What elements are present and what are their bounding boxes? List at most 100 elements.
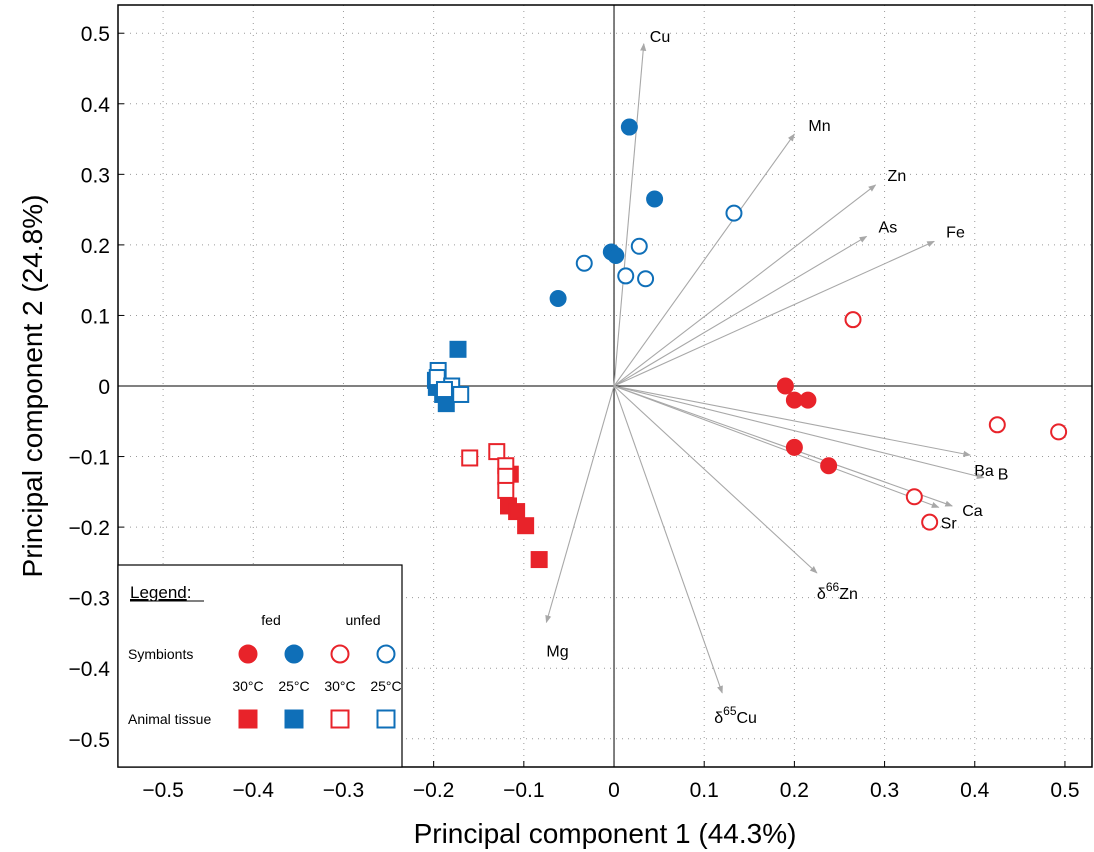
legend-row-label: Symbionts bbox=[128, 646, 193, 662]
loading-arrow bbox=[613, 385, 723, 694]
loading-label: Mg bbox=[546, 643, 568, 660]
tick-labels: −0.5 −0.4 −0.3 −0.2 −0.1 0 0.1 0.2 0.3 0.4 0.5 −0.5… bbox=[69, 23, 1080, 802]
data-point-circle bbox=[575, 254, 593, 272]
x-tick-label: 0.5 bbox=[1050, 779, 1079, 802]
x-tick-label: −0.1 bbox=[503, 779, 544, 802]
x-tick-label: 0.1 bbox=[690, 779, 719, 802]
data-point-square bbox=[497, 481, 515, 499]
y-tick-label: 0.1 bbox=[81, 305, 110, 328]
series-group bbox=[776, 377, 838, 475]
x-axis-title: Principal component 1 (44.3%) bbox=[414, 818, 797, 849]
y-axis-title: Principal component 2 (24.8%) bbox=[17, 195, 48, 578]
data-point-circle bbox=[549, 290, 567, 308]
x-tick-label: −0.2 bbox=[413, 779, 454, 802]
data-point-square bbox=[497, 467, 515, 485]
legend-symbol-square bbox=[330, 709, 350, 729]
x-tick-label: 0.2 bbox=[780, 779, 809, 802]
data-point-square bbox=[437, 395, 455, 413]
loading-label: Mn bbox=[808, 118, 830, 135]
data-point-square bbox=[435, 381, 453, 399]
x-tick-label: −0.4 bbox=[233, 779, 275, 802]
data-point-circle bbox=[607, 246, 625, 264]
y-tick-label: −0.5 bbox=[69, 729, 110, 752]
loading-label: Zn bbox=[888, 168, 907, 185]
data-point-circle bbox=[646, 190, 664, 208]
legend-row-label: Animal tissue bbox=[128, 711, 211, 727]
data-point-circle bbox=[921, 513, 939, 531]
data-point-circle bbox=[988, 416, 1006, 434]
loading-label: B bbox=[998, 467, 1009, 484]
data-point-circle bbox=[905, 488, 923, 506]
x-tick-label: 0 bbox=[608, 779, 620, 802]
loading-label: δ66Zn bbox=[817, 580, 858, 603]
x-tick-label: −0.3 bbox=[323, 779, 364, 802]
legend-temp-label: 25°C bbox=[370, 678, 401, 694]
legend-symbol-circle bbox=[238, 644, 258, 664]
y-tick-label: 0.5 bbox=[81, 23, 110, 46]
y-tick-label: 0.4 bbox=[81, 94, 111, 117]
legend-symbol-circle bbox=[330, 644, 350, 664]
loading-arrow bbox=[613, 240, 935, 387]
data-point-circle bbox=[1050, 423, 1068, 441]
loading-label: Ca bbox=[962, 503, 983, 520]
data-point-circle bbox=[776, 377, 794, 395]
data-point-square bbox=[517, 517, 535, 535]
legend-group-label: unfed bbox=[345, 612, 380, 628]
loading-arrow bbox=[613, 235, 868, 387]
legend-title: Legend: bbox=[130, 583, 191, 602]
y-tick-label: −0.2 bbox=[69, 517, 110, 540]
loading-label: δ65Cu bbox=[714, 704, 757, 727]
loading-label: As bbox=[879, 219, 898, 236]
data-point-circle bbox=[630, 237, 648, 255]
series-group bbox=[549, 118, 664, 308]
loading-arrow bbox=[613, 385, 972, 457]
data-point-square bbox=[461, 449, 479, 467]
legend-symbol-circle bbox=[284, 644, 304, 664]
series-group bbox=[428, 361, 470, 403]
data-point-square bbox=[530, 551, 548, 569]
loading-label: Ba bbox=[974, 463, 994, 480]
loading-label: Fe bbox=[946, 224, 965, 241]
loading-label: Sr bbox=[941, 515, 958, 532]
series-group bbox=[575, 204, 743, 288]
data-point-circle bbox=[620, 118, 638, 136]
y-tick-label: −0.3 bbox=[69, 588, 110, 611]
loading-arrow bbox=[613, 184, 877, 387]
x-tick-label: −0.5 bbox=[142, 779, 183, 802]
data-point-square bbox=[452, 385, 470, 403]
data-point-square bbox=[488, 443, 506, 461]
data-point-circle bbox=[799, 391, 817, 409]
y-tick-label: −0.4 bbox=[69, 658, 111, 681]
loading-arrow bbox=[613, 385, 818, 574]
legend-symbol-square bbox=[284, 709, 304, 729]
data-points bbox=[426, 118, 1068, 569]
series-group bbox=[844, 311, 1068, 531]
loading-label: Cu bbox=[650, 29, 670, 46]
legend-symbol-circle bbox=[376, 644, 396, 664]
data-point-circle bbox=[820, 457, 838, 475]
x-tick-label: 0.3 bbox=[870, 779, 899, 802]
legend-temp-label: 25°C bbox=[278, 678, 309, 694]
loading-arrow bbox=[613, 385, 985, 480]
legend-box bbox=[117, 564, 403, 768]
loading-arrow bbox=[613, 43, 647, 387]
loading-arrow bbox=[545, 385, 615, 624]
legend-symbol-square bbox=[376, 709, 396, 729]
legend-temp-label: 30°C bbox=[324, 678, 355, 694]
data-point-square bbox=[449, 340, 467, 358]
series-group bbox=[461, 443, 515, 499]
data-point-circle bbox=[617, 267, 635, 285]
data-point-circle bbox=[637, 270, 655, 288]
legend-temp-label: 30°C bbox=[232, 678, 263, 694]
loading-arrow bbox=[613, 385, 940, 508]
data-point-circle bbox=[785, 438, 803, 456]
loading-arrow bbox=[613, 385, 953, 507]
loading-arrow bbox=[613, 133, 795, 387]
legend-group-label: fed bbox=[261, 612, 280, 628]
legend-symbol-square bbox=[238, 709, 258, 729]
y-tick-label: −0.1 bbox=[69, 447, 110, 470]
legend: Legend: fed unfed Symbionts Animal tissue 30°… bbox=[117, 564, 403, 768]
